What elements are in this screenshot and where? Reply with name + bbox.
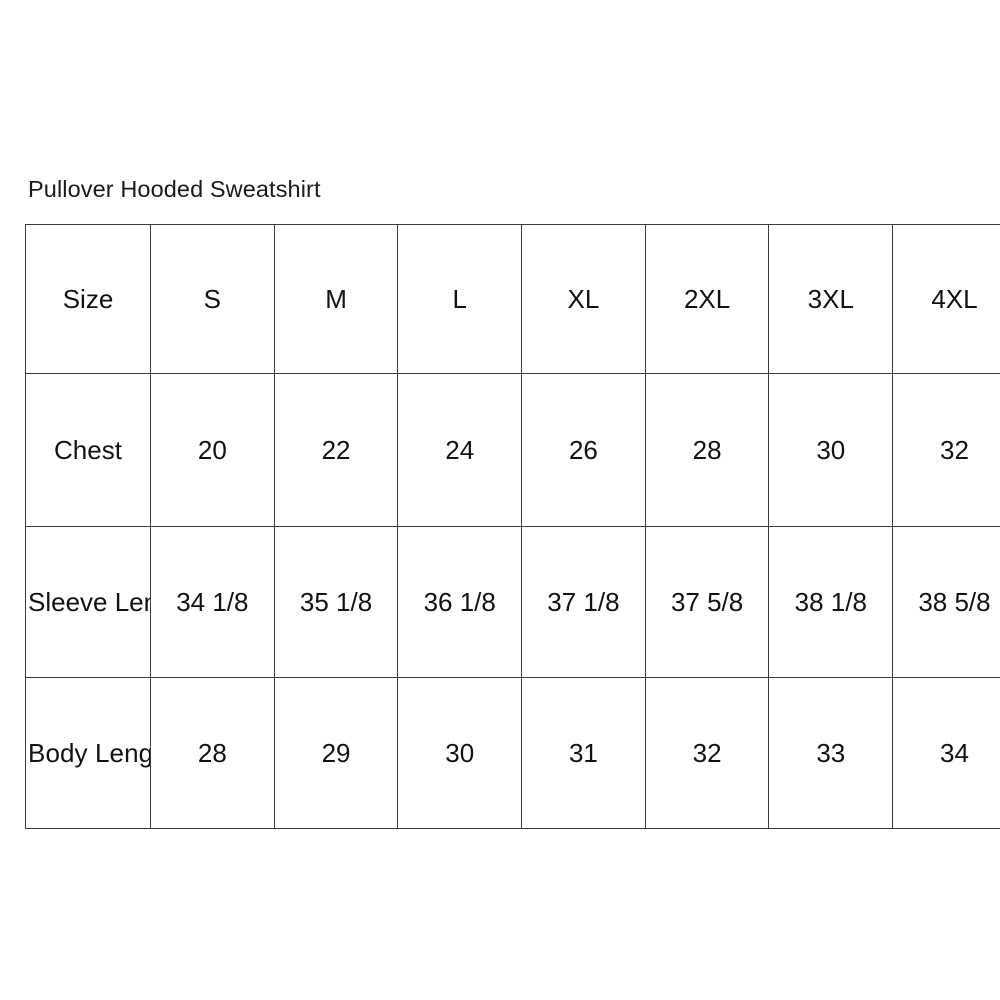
cell-chest-l: 24 [397, 373, 523, 527]
column-header-m: M [273, 224, 399, 374]
row-label-chest: Chest [25, 373, 151, 527]
column-header-4xl: 4XL [892, 224, 1000, 374]
cell-body-length-2xl: 32 [644, 677, 770, 829]
cell-chest-xl: 26 [521, 373, 646, 527]
cell-sleeve-length-l: 36 1/8 [397, 526, 523, 678]
column-header-l: L [397, 224, 523, 374]
cell-body-length-xl: 31 [521, 677, 646, 829]
cell-body-length-m: 29 [273, 677, 399, 829]
row-label-body-length-at-back: Body Length at Back [25, 677, 151, 829]
page-title: Pullover Hooded Sweatshirt [28, 176, 321, 202]
column-header-xl: XL [521, 224, 646, 374]
cell-sleeve-length-4xl: 38 5/8 [892, 526, 1000, 678]
table-row: Sleeve Length 34 1/8 35 1/8 36 1/8 37 1/… [25, 526, 1000, 678]
column-header-size: Size [25, 224, 151, 374]
cell-body-length-s: 28 [150, 677, 275, 829]
column-header-2xl: 2XL [644, 224, 770, 374]
cell-body-length-l: 30 [397, 677, 523, 829]
cell-sleeve-length-2xl: 37 5/8 [644, 526, 770, 678]
column-header-s: S [150, 224, 275, 374]
cell-chest-2xl: 28 [644, 373, 770, 527]
column-header-3xl: 3XL [768, 224, 894, 374]
cell-chest-4xl: 32 [892, 373, 1000, 527]
cell-body-length-3xl: 33 [768, 677, 894, 829]
table-row: Body Length at Back 28 29 30 31 32 33 34 [25, 677, 1000, 829]
table-header-row: Size S M L XL 2XL 3XL 4XL [25, 224, 1000, 374]
cell-sleeve-length-xl: 37 1/8 [521, 526, 646, 678]
cell-chest-s: 20 [150, 373, 275, 527]
cell-sleeve-length-m: 35 1/8 [273, 526, 399, 678]
cell-sleeve-length-s: 34 1/8 [150, 526, 275, 678]
row-label-sleeve-length: Sleeve Length [25, 526, 151, 678]
table-body: Size S M L XL 2XL 3XL 4XL Chest 20 22 24… [25, 224, 1000, 829]
size-chart-table-container: Size S M L XL 2XL 3XL 4XL Chest 20 22 24… [25, 224, 1000, 829]
cell-chest-m: 22 [273, 373, 399, 527]
table-row: Chest 20 22 24 26 28 30 32 [25, 373, 1000, 527]
cell-body-length-4xl: 34 [892, 677, 1000, 829]
cell-sleeve-length-3xl: 38 1/8 [768, 526, 894, 678]
cell-chest-3xl: 30 [768, 373, 894, 527]
size-chart-table: Size S M L XL 2XL 3XL 4XL Chest 20 22 24… [25, 224, 1000, 829]
